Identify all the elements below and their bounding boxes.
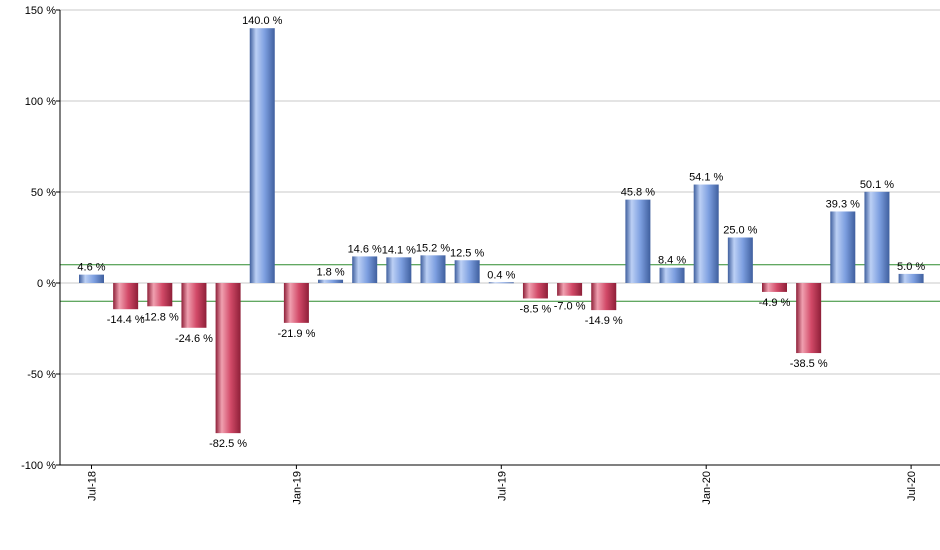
data-label: 15.2 % xyxy=(416,242,450,254)
data-label: 0.4 % xyxy=(487,269,515,281)
bar xyxy=(249,28,275,284)
bar xyxy=(796,283,822,354)
bar xyxy=(830,211,856,283)
data-label: 14.1 % xyxy=(382,244,416,256)
data-label: -14.4 % xyxy=(107,314,145,326)
data-label: 54.1 % xyxy=(689,172,723,184)
y-tick-label: 100 % xyxy=(25,96,56,108)
data-label: 12.5 % xyxy=(450,247,484,259)
data-label: 14.6 % xyxy=(348,243,382,255)
x-tick-label: Jul-20 xyxy=(906,471,918,501)
data-label: -24.6 % xyxy=(175,333,213,345)
bar xyxy=(488,282,514,284)
bar xyxy=(898,273,924,283)
data-label: 140.0 % xyxy=(242,15,283,27)
bar xyxy=(283,283,309,323)
x-tick-label: Jan-19 xyxy=(291,471,303,505)
data-label: 45.8 % xyxy=(621,187,655,199)
bar xyxy=(113,283,139,310)
bar xyxy=(147,283,173,307)
bar xyxy=(352,256,378,283)
bar xyxy=(762,283,787,292)
y-tick-label: 150 % xyxy=(25,5,56,17)
bar xyxy=(79,274,104,283)
data-label: 50.1 % xyxy=(860,179,894,191)
bar xyxy=(557,283,583,296)
bar xyxy=(420,255,446,283)
bar xyxy=(522,283,548,299)
data-label: -38.5 % xyxy=(790,358,828,370)
data-label: 39.3 % xyxy=(826,198,860,210)
y-tick-label: -100 % xyxy=(21,460,56,472)
y-tick-label: -50 % xyxy=(27,369,56,381)
bar xyxy=(693,184,719,283)
bar xyxy=(318,279,344,283)
bar xyxy=(727,237,753,283)
data-label: -82.5 % xyxy=(209,438,247,450)
data-label: -7.0 % xyxy=(554,301,586,313)
data-label: 25.0 % xyxy=(723,225,757,237)
y-tick-label: 50 % xyxy=(31,187,56,199)
data-label: 8.4 % xyxy=(658,255,686,267)
x-tick-label: Jan-20 xyxy=(701,471,713,505)
bar xyxy=(181,283,207,328)
data-label: -12.8 % xyxy=(141,311,179,323)
bar xyxy=(215,283,241,434)
bar xyxy=(659,267,685,283)
data-label: 1.8 % xyxy=(316,267,344,279)
data-label: -4.9 % xyxy=(759,297,791,309)
y-tick-label: 0 % xyxy=(37,278,56,290)
data-label: -14.9 % xyxy=(585,315,623,327)
bar xyxy=(386,257,412,283)
bar xyxy=(591,283,617,311)
bar xyxy=(625,199,651,283)
data-label: -21.9 % xyxy=(277,328,315,340)
x-tick-label: Jul-18 xyxy=(87,471,99,501)
bar xyxy=(864,191,890,283)
x-tick-label: Jul-19 xyxy=(496,471,508,501)
bar xyxy=(454,260,480,283)
data-label: 5.0 % xyxy=(897,261,925,273)
data-label: -8.5 % xyxy=(520,303,552,315)
data-label: 4.6 % xyxy=(77,262,105,274)
